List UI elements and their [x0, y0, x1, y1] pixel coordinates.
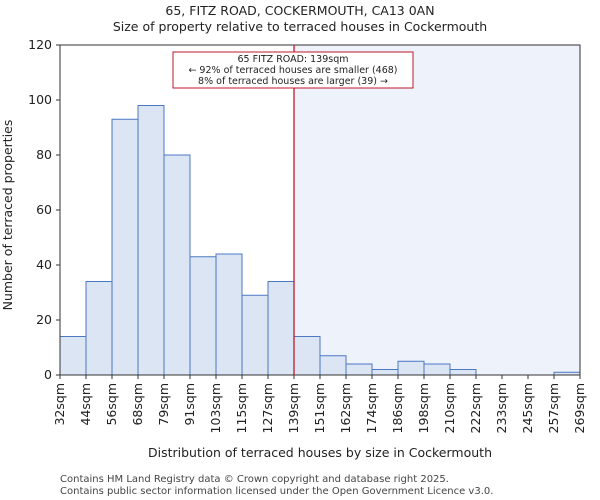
- bar: [397, 360, 425, 376]
- x-tick-label: 233sqm: [494, 383, 509, 433]
- x-tick-label: 186sqm: [390, 383, 405, 433]
- x-tick-label: 44sqm: [78, 383, 93, 426]
- y-tick-label: 20: [36, 312, 52, 327]
- bar: [85, 281, 113, 376]
- bar: [111, 118, 139, 376]
- footer-line2: Contains public sector information licen…: [60, 486, 493, 497]
- chart-title-line2: Size of property relative to terraced ho…: [113, 19, 487, 34]
- annotation-line: 65 FITZ ROAD: 139sqm: [237, 54, 348, 65]
- bar: [423, 363, 451, 376]
- bar: [371, 369, 399, 376]
- bar: [319, 355, 347, 376]
- plot-area: 0 20 40 60 80 100 120 32sqm 44sqm 56sqm 68sqm 79sqm…: [28, 37, 587, 433]
- bar: [267, 281, 295, 376]
- y-axis-label: Number of terraced properties: [0, 120, 15, 311]
- x-tick-label: 91sqm: [182, 383, 197, 426]
- bar: [241, 294, 269, 376]
- bar: [449, 369, 477, 376]
- x-tick-label: 210sqm: [442, 383, 457, 433]
- x-tick-label: 222sqm: [468, 383, 483, 433]
- annotation-line: 8% of terraced houses are larger (39) →: [198, 76, 388, 87]
- bar: [293, 336, 321, 376]
- bar: [59, 336, 87, 376]
- x-tick-label: 68sqm: [130, 383, 145, 426]
- x-tick-label: 115sqm: [234, 383, 249, 433]
- bar: [345, 363, 373, 376]
- x-tick-label: 79sqm: [156, 383, 171, 426]
- y-tick-label: 120: [28, 37, 52, 52]
- annotation-line: ← 92% of terraced houses are smaller (46…: [188, 65, 397, 76]
- bar: [163, 154, 191, 376]
- x-tick-label: 127sqm: [260, 383, 275, 433]
- annotation-box: [172, 51, 414, 89]
- x-tick-label: 32sqm: [52, 383, 67, 426]
- bar: [189, 256, 217, 376]
- x-tick-label: 162sqm: [338, 383, 353, 433]
- x-tick-label: 269sqm: [572, 383, 587, 433]
- y-tick-label: 40: [36, 257, 52, 272]
- x-tick-label: 151sqm: [312, 383, 327, 433]
- y-tick-label: 80: [36, 147, 52, 162]
- x-tick-label: 139sqm: [286, 383, 301, 433]
- y-tick-label: 60: [36, 202, 52, 217]
- bar: [215, 253, 243, 376]
- x-tick-label: 198sqm: [416, 383, 431, 433]
- x-tick-label: 257sqm: [546, 383, 561, 433]
- footer-line1: Contains HM Land Registry data © Crown c…: [60, 474, 449, 485]
- bar: [137, 105, 165, 376]
- x-tick-label: 174sqm: [364, 383, 379, 433]
- x-tick-label: 56sqm: [104, 383, 119, 426]
- x-tick-label: 103sqm: [208, 383, 223, 433]
- highlight-region: [294, 45, 580, 375]
- y-tick-label: 0: [44, 367, 52, 382]
- chart-title-line1: 65, FITZ ROAD, COCKERMOUTH, CA13 0AN: [165, 3, 434, 18]
- y-tick-label: 100: [28, 92, 52, 107]
- x-axis-label: Distribution of terraced houses by size …: [148, 445, 492, 460]
- x-tick-label: 245sqm: [520, 383, 535, 433]
